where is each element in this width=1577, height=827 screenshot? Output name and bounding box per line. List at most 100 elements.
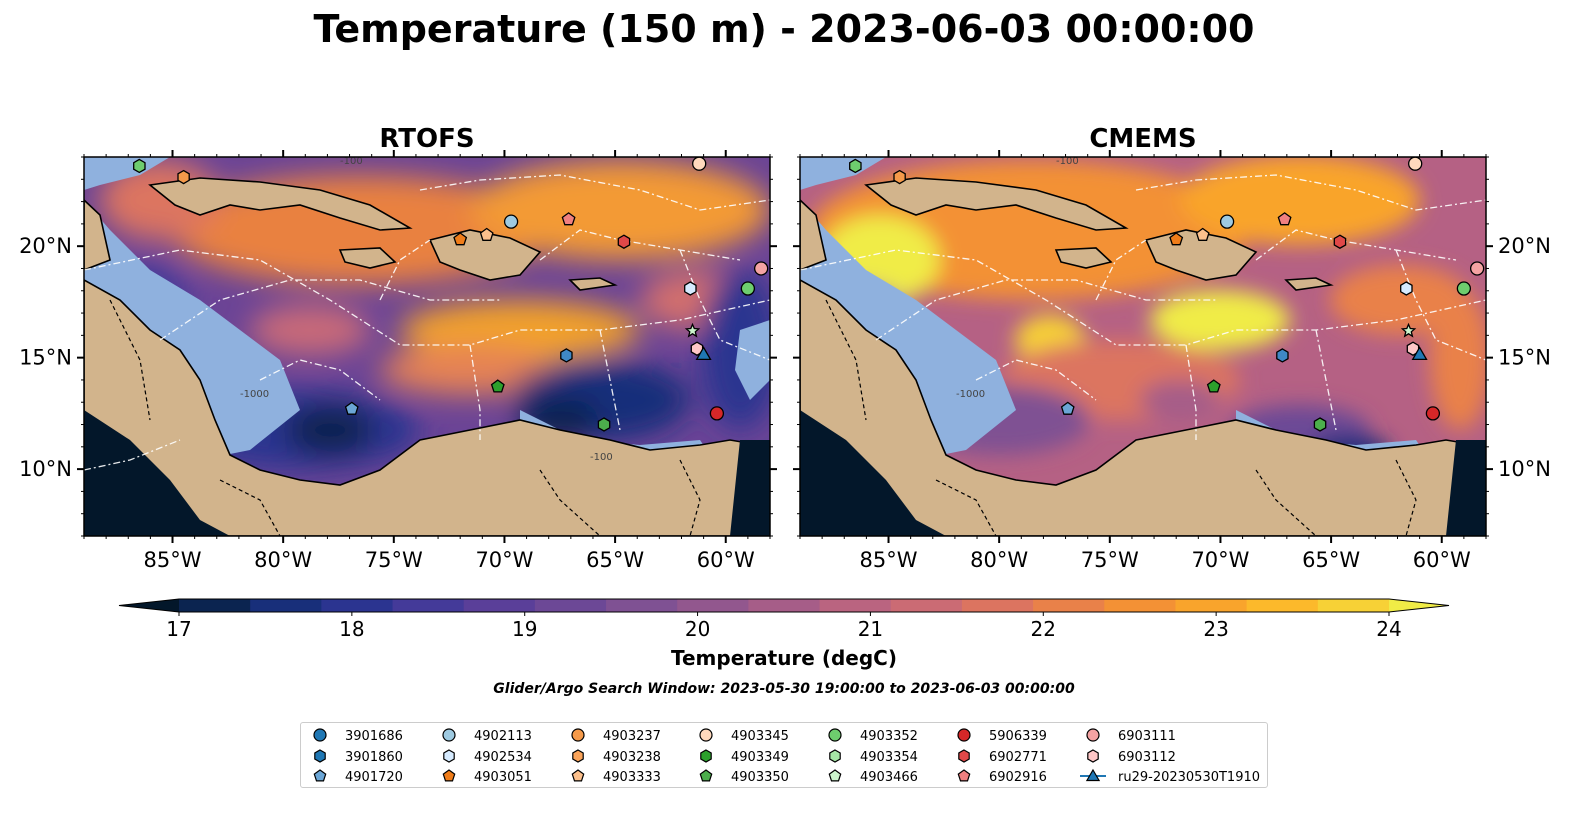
float-marker-4902534 (684, 281, 697, 296)
float-marker-4903350 (1313, 417, 1327, 432)
float-markers (133, 156, 769, 432)
x-tick-label: 75°W (1081, 548, 1139, 572)
legend-marker-4903237 (571, 728, 585, 742)
colorbar-tick-label: 21 (858, 617, 883, 641)
legend-marker-4901720 (313, 769, 327, 782)
float-marker-4903333 (479, 227, 494, 241)
float-marker-6902916 (1277, 212, 1292, 226)
legend-label: 6902916 (989, 770, 1047, 785)
colorbar-tick-label: 24 (1376, 617, 1401, 641)
deep-basin-dark (800, 410, 1486, 536)
legend-label: 3901860 (345, 750, 403, 765)
y-tick-label: 20°N (1498, 234, 1551, 258)
float-marker-3901860 (560, 348, 573, 363)
legend-marker-3901860 (314, 749, 326, 763)
float-marker-ru29-20230530T1910 (695, 346, 712, 361)
float-marker-6902916 (561, 212, 576, 226)
float-marker-4903051 (1169, 232, 1184, 246)
float-markers (849, 156, 1485, 432)
legend-marker-3901686 (313, 728, 327, 742)
figure-title: Temperature (150 m) - 2023-06-03 00:00:0… (313, 7, 1254, 51)
x-tick-label: 85°W (860, 548, 918, 572)
colorbar-bin (1104, 599, 1177, 612)
y-tick-label: 15°N (19, 346, 72, 370)
float-marker-6903112 (690, 341, 704, 356)
legend-marker-6903111 (1086, 728, 1100, 742)
colorbar-bin (1246, 599, 1319, 612)
y-tick-label: 20°N (19, 234, 72, 258)
colorbar-bin (321, 599, 394, 612)
panel-title-cmems: CMEMS (1089, 124, 1196, 154)
colorbar-bin (890, 599, 963, 612)
colorbar-bin (961, 599, 1034, 612)
legend-items: 3901686 3901860 4901720 4902113 4902534 49030… (313, 728, 1260, 785)
float-marker-4903466 (684, 322, 701, 338)
colorbar-tick-label: 23 (1203, 617, 1228, 641)
legend-marker-6902916 (957, 769, 971, 782)
float-marker-ru29-20230530T1910 (1411, 346, 1428, 361)
legend-label: 4901720 (345, 770, 403, 785)
colorbar-tick-label: 19 (512, 617, 537, 641)
legend-label: 4903350 (731, 770, 789, 785)
legend-marker-4903333 (571, 769, 585, 782)
axis-ticks: 85°W 80°W 75°W 70°W 65°W 60°W 10°N 15°N 20°N (19, 150, 777, 572)
colorbar-tick-label: 20 (685, 617, 710, 641)
legend-label: 4903466 (860, 770, 918, 785)
panel-title-rtofs: RTOFS (379, 124, 474, 154)
contour-label: -1000 (956, 389, 985, 400)
float-marker-4903051 (453, 232, 468, 246)
colorbar-extend-max (1389, 599, 1449, 612)
legend-label: 4903238 (603, 750, 661, 765)
legend-label: 4902534 (474, 750, 532, 765)
colorbar-bin (534, 599, 607, 612)
legend-label: 4903345 (731, 729, 789, 744)
legend-label: ru29-20230530T1910 (1118, 770, 1260, 785)
legend-marker-4902534 (443, 749, 455, 763)
legend-marker-4903350 (699, 769, 713, 782)
float-marker-4902113 (1219, 214, 1235, 229)
legend-marker-4903354 (829, 749, 841, 763)
legend-marker-4903345 (699, 728, 713, 742)
contour-label: -1000 (240, 389, 269, 400)
legend-marker-5906339 (957, 728, 971, 742)
float-marker-6902771 (1333, 234, 1347, 249)
colorbar-bin (1175, 599, 1248, 612)
float-marker-4903237 (177, 169, 190, 185)
legend-marker-6903112 (1087, 749, 1099, 763)
eez-boundaries (800, 174, 1486, 440)
legend-label: 4903349 (731, 750, 789, 765)
float-marker-4902113 (503, 214, 519, 229)
float-marker-4903349 (490, 379, 505, 393)
y-tick-label: 15°N (1498, 346, 1551, 370)
search-window-caption: Glider/Argo Search Window: 2023-05-30 19… (493, 681, 1075, 697)
colorbar-label: Temperature (degC) (671, 646, 897, 670)
float-marker-3901686 (849, 158, 862, 174)
float-marker-6903112 (1406, 341, 1420, 356)
y-tick-label: 10°N (19, 457, 72, 481)
axis-ticks: 85°W 80°W 75°W 70°W 65°W 60°W 10°N 15°N 20°N (793, 150, 1551, 572)
x-tick-label: 70°W (475, 548, 533, 572)
float-marker-4903466 (1400, 322, 1417, 338)
legend-label: 4903051 (474, 770, 532, 785)
x-tick-label: 80°W (970, 548, 1028, 572)
legend-label: 4903237 (603, 729, 661, 744)
legend-marker-4903238 (572, 749, 584, 763)
colorbar-bin (1033, 599, 1105, 612)
float-marker-6903111 (753, 261, 769, 276)
colorbar-bin (606, 599, 678, 612)
x-tick-label: 60°W (697, 548, 755, 572)
legend-marker-4903466 (828, 769, 842, 782)
float-marker-4903352 (1456, 281, 1472, 296)
deep-basin-dark (84, 410, 770, 536)
x-tick-label: 75°W (365, 548, 423, 572)
float-marker-5906339 (709, 406, 725, 421)
contour-annotations: -1000 -100 (956, 157, 1079, 400)
eez-boundaries (84, 174, 770, 471)
rtofs-map-panel: RTOFS (19, 124, 777, 572)
x-tick-label: 85°W (144, 548, 202, 572)
colorbar-bin (748, 599, 821, 612)
map-frame (83, 156, 771, 537)
legend-marker-4903352 (828, 728, 842, 742)
contour-annotations: -1000 -100 -100 (240, 157, 613, 463)
